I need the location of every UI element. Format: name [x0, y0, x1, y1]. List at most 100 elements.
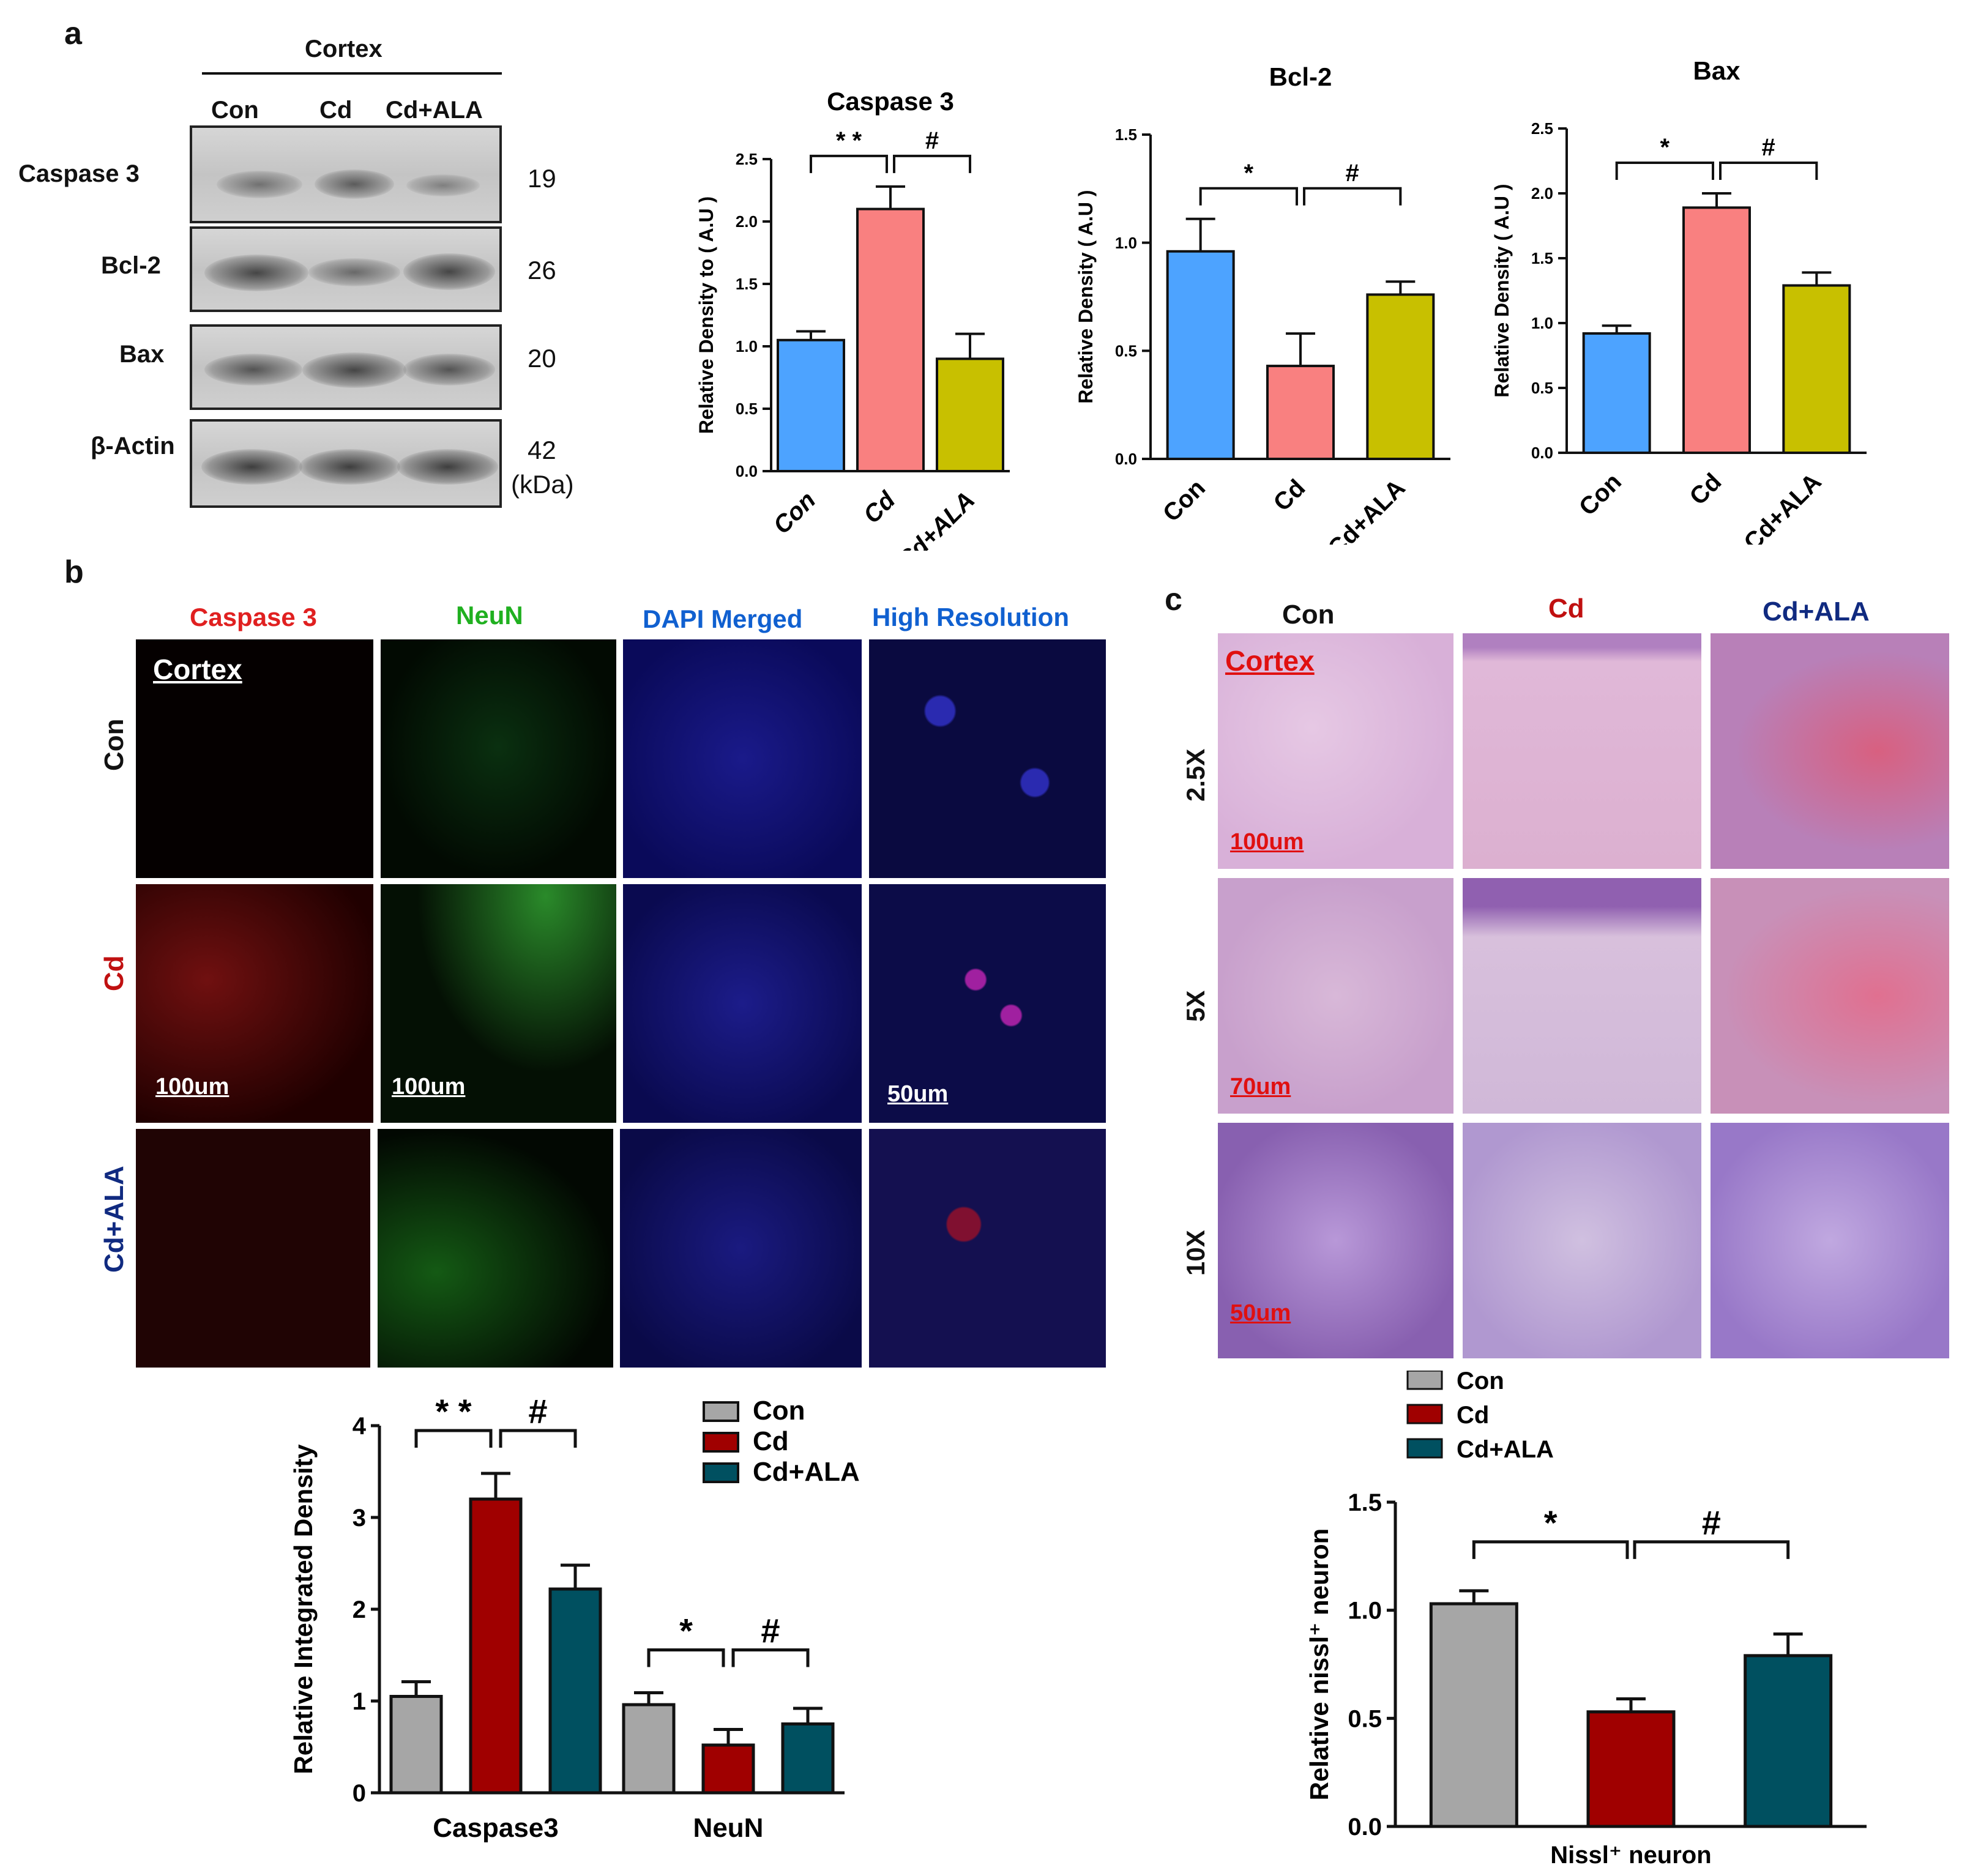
legend-label: Cd+ALA — [753, 1457, 860, 1487]
left-sig: * * — [435, 1392, 471, 1431]
bar-cd-ala — [1782, 284, 1851, 454]
left-sig: * — [1660, 134, 1670, 161]
x-tick-label: Caspase3 — [433, 1813, 558, 1843]
y-tick-label: 1.5 — [1348, 1489, 1382, 1516]
blot-caspase3 — [190, 125, 502, 223]
y-tick-label: 2.0 — [736, 212, 758, 231]
x-tick-label: Con — [1158, 474, 1211, 527]
left-sig: * * — [836, 127, 862, 154]
y-tick-label: 1.0 — [1115, 234, 1137, 252]
kda-bcl2: 26 — [528, 256, 556, 285]
if-image-cdala-highres — [869, 1129, 1106, 1368]
x-tick-label: Cd — [859, 486, 901, 529]
chart-bcl2: 0.0 0.5 1.0 1.5 Relative Density ( A.U ) Bcl-… — [1075, 62, 1450, 545]
chart-caspase3: 0.0 0.5 1.0 1.5 2.0 2.5 Relative Density to ( … — [695, 87, 1010, 551]
y-tick-label: 1.0 — [1348, 1598, 1382, 1625]
x-tick-label: Cd — [1269, 474, 1311, 516]
chart-bax: 0.0 0.5 1.0 1.5 2.0 2.5 Relative Density ( A.U… — [1491, 56, 1867, 545]
x-tick-label: Cd+ALA — [892, 486, 980, 551]
right-bracket — [731, 1648, 810, 1667]
blot-bax — [190, 324, 502, 410]
left-bracket — [414, 1429, 493, 1448]
y-tick-label: 2.5 — [1531, 119, 1553, 138]
chart-integrated-density: 0 1 2 3 4 Relative Integrated Density Caspase3… — [289, 1392, 860, 1843]
bar-cd-ala — [936, 357, 1004, 472]
nissl-image-cdala-10x — [1711, 1123, 1949, 1358]
legend-swatch — [1406, 1371, 1443, 1390]
nissl-row-10x: 10X — [1181, 1230, 1210, 1276]
blot-lane-cdala: Cd+ALA — [386, 97, 483, 124]
y-tick-label: 3 — [353, 1505, 366, 1532]
right-sig: # — [1762, 134, 1775, 161]
if-image-cd-neun: 100um — [381, 884, 616, 1123]
chart-title: Bax — [1693, 56, 1741, 85]
bar-cd-ala — [1744, 1654, 1833, 1828]
blot-lane-cd: Cd — [319, 97, 353, 124]
kda-unit: (kDa) — [511, 470, 574, 499]
bar-cd — [1266, 365, 1335, 461]
bar-cd-ala — [548, 1587, 602, 1795]
nissl-image-cdala-5x — [1711, 878, 1949, 1114]
bar-con — [389, 1695, 443, 1795]
kda-bax: 20 — [528, 344, 556, 373]
nissl-scale-1: 100um — [1230, 829, 1304, 855]
nissl-region-label: Cortex — [1225, 645, 1315, 677]
if-row-con: Con — [99, 718, 129, 771]
if-image-cd-highres: 50um — [869, 884, 1106, 1123]
nissl-image-cdala-2-5x — [1711, 633, 1949, 869]
nissl-image-con-10x: 50um — [1218, 1123, 1453, 1358]
y-tick-label: 0.0 — [736, 462, 758, 480]
legend-swatch — [1406, 1438, 1443, 1459]
y-axis-label: Relative Density ( A.U ) — [1491, 184, 1513, 397]
legend-label: Con — [1457, 1371, 1504, 1394]
y-tick-label: 0.0 — [1348, 1814, 1382, 1841]
right-bracket — [893, 154, 971, 173]
kda-caspase3: 19 — [528, 164, 556, 193]
bar-cd-ala — [781, 1722, 835, 1795]
y-tick-label: 0.5 — [1531, 379, 1553, 397]
if-col-highres: High Resolution — [872, 603, 1069, 631]
y-tick-label: 0.5 — [736, 400, 758, 418]
bar-cd-ala — [1366, 293, 1435, 460]
blot-row-label-bcl2: Bcl-2 — [101, 252, 161, 279]
if-image-con-neun — [381, 639, 616, 878]
right-sig: # — [925, 127, 939, 154]
panel-letter-a: a — [64, 16, 82, 51]
bar-con — [777, 338, 845, 472]
y-tick-label: 1.5 — [736, 275, 758, 293]
nissl-scale-3: 50um — [1230, 1300, 1291, 1326]
legend-label: Cd — [753, 1426, 789, 1456]
bar-con — [622, 1703, 676, 1795]
x-tick-label: Cd+ALA — [1323, 474, 1410, 545]
bar-cd — [469, 1497, 523, 1795]
blot-row-label-bax: Bax — [119, 341, 165, 368]
if-region-label: Cortex — [153, 653, 242, 685]
y-tick-label: 1.0 — [736, 337, 758, 355]
right-bracket — [1633, 1540, 1790, 1559]
left-bracket — [1472, 1540, 1629, 1559]
y-axis-label: Relative Density ( A.U ) — [1075, 190, 1097, 403]
left-sig: * — [1544, 1503, 1558, 1542]
left-bracket — [1199, 187, 1298, 206]
legend-label: Cd — [1457, 1402, 1489, 1429]
y-tick-label: 2.5 — [736, 150, 758, 168]
if-row-cd: Cd — [99, 955, 129, 991]
bar-cd — [701, 1743, 755, 1795]
y-tick-label: 1.5 — [1531, 249, 1553, 267]
if-col-caspase3: Caspase 3 — [190, 603, 317, 631]
y-tick-label: 1.0 — [1531, 314, 1553, 332]
legend-swatch — [703, 1401, 739, 1422]
left-sig: * — [679, 1612, 693, 1650]
x-tick-label: Cd+ALA — [1739, 468, 1826, 545]
panel-letter-c: c — [1165, 582, 1182, 617]
nissl-image-cd-10x — [1463, 1123, 1701, 1358]
if-col-dapi: DAPI Merged — [643, 605, 803, 633]
right-bracket — [1303, 187, 1402, 206]
bar-cd — [1682, 206, 1751, 454]
y-tick-label: 1 — [353, 1688, 366, 1715]
y-tick-label: 2.0 — [1531, 184, 1553, 203]
y-tick-label: 0 — [353, 1780, 366, 1807]
cortex-rule — [202, 72, 502, 75]
if-image-con-caspase3: Cortex — [136, 639, 373, 878]
panel-letter-b: b — [64, 554, 84, 590]
